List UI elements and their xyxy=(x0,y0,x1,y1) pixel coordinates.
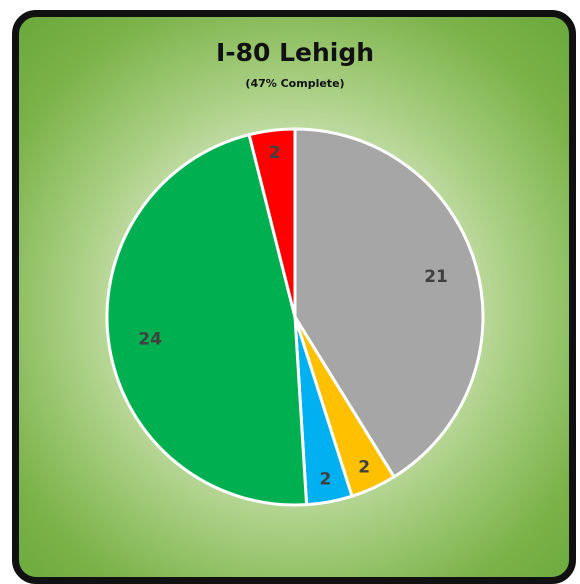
chart: I-80 Lehigh (47% Complete) 21 2 2 24 2 xyxy=(105,38,485,507)
data-label: 2 xyxy=(358,457,370,477)
pie-slice xyxy=(105,132,309,507)
pie-slice xyxy=(247,127,297,318)
chart-subtitle: (47% Complete) xyxy=(245,77,344,90)
data-label: 24 xyxy=(138,329,162,349)
chart-title: I-80 Lehigh xyxy=(216,38,374,67)
data-label: 21 xyxy=(424,267,448,287)
data-label: 2 xyxy=(319,470,331,490)
data-label: 2 xyxy=(269,143,281,163)
pie-slice xyxy=(293,127,485,479)
